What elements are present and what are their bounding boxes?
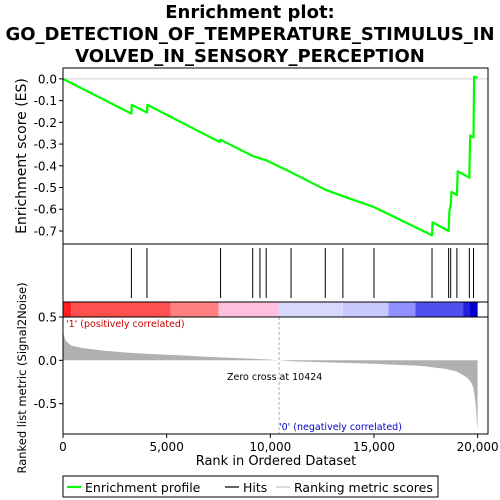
rank-bar-segment-2 — [71, 302, 171, 317]
metric-ytick-label-2: 0.0 — [38, 354, 57, 368]
ranking-metric-area — [63, 330, 478, 432]
chart-title-line-1: Enrichment plot: — [165, 2, 335, 23]
x-axis-label: Rank in Ordered Dataset — [196, 454, 357, 469]
es-panel-background — [63, 68, 488, 244]
enrichment-profile-line — [62, 75, 478, 237]
rank-bar-segment-6 — [342, 302, 389, 317]
positive-correlation-label: '1' (positively correlated) — [66, 319, 185, 330]
xtick-label-2: 5,000 — [149, 440, 183, 454]
es-ytick-label-7: -0.6 — [34, 203, 57, 217]
legend-label-enrichment-profile: Enrichment profile — [85, 480, 201, 495]
hits-panel-background — [63, 244, 488, 302]
zero-cross-label: Zero cross at 10424 — [227, 372, 322, 383]
rank-bar-segment-7 — [388, 302, 416, 317]
legend-label-hits: Hits — [243, 480, 267, 495]
es-ytick-label-2: -0.1 — [34, 94, 57, 108]
legend-label-ranking-metric: Ranking metric scores — [294, 480, 433, 495]
panel-border-4 — [62, 316, 489, 435]
chart-title-line-2: GO_DETECTION_OF_TEMPERATURE_STIMULUS_IN — [5, 24, 494, 45]
legend-box — [62, 475, 439, 498]
chart-title-line-3: VOLVED_IN_SENSORY_PERCEPTION — [75, 46, 425, 67]
xtick-label-3: 10,000 — [249, 440, 291, 454]
metric-ytick-label-1: 0.5 — [38, 311, 57, 325]
rank-bar-segment-4 — [218, 302, 279, 317]
es-ytick-label-1: 0.0 — [38, 72, 57, 86]
es-ytick-label-4: -0.3 — [34, 138, 57, 152]
rank-bar-segment-1 — [63, 302, 72, 317]
rank-bar-segment-10 — [469, 302, 478, 317]
xtick-label-4: 15,000 — [353, 440, 395, 454]
metric-ytick-label-3: -0.5 — [34, 397, 57, 411]
rank-bar-segment-5 — [278, 302, 343, 317]
es-ytick-label-5: -0.4 — [34, 159, 57, 173]
es-ytick-label-8: -0.7 — [34, 224, 57, 238]
es-ytick-label-3: -0.2 — [34, 116, 57, 130]
es-ytick-label-6: -0.5 — [34, 181, 57, 195]
metric-y-axis-label: Ranked list metric (Signal2Noise) — [15, 282, 29, 473]
es-y-axis-label: Enrichment score (ES) — [14, 78, 30, 234]
rank-bar-segment-3 — [170, 302, 219, 317]
rank-bar-segment-8 — [415, 302, 464, 317]
negative-correlation-label: '0' (negatively correlated) — [279, 422, 402, 433]
rank-bar-segment-9 — [463, 302, 470, 317]
xtick-label-1: 0 — [59, 440, 67, 454]
xtick-label-5: 20,000 — [457, 440, 499, 454]
